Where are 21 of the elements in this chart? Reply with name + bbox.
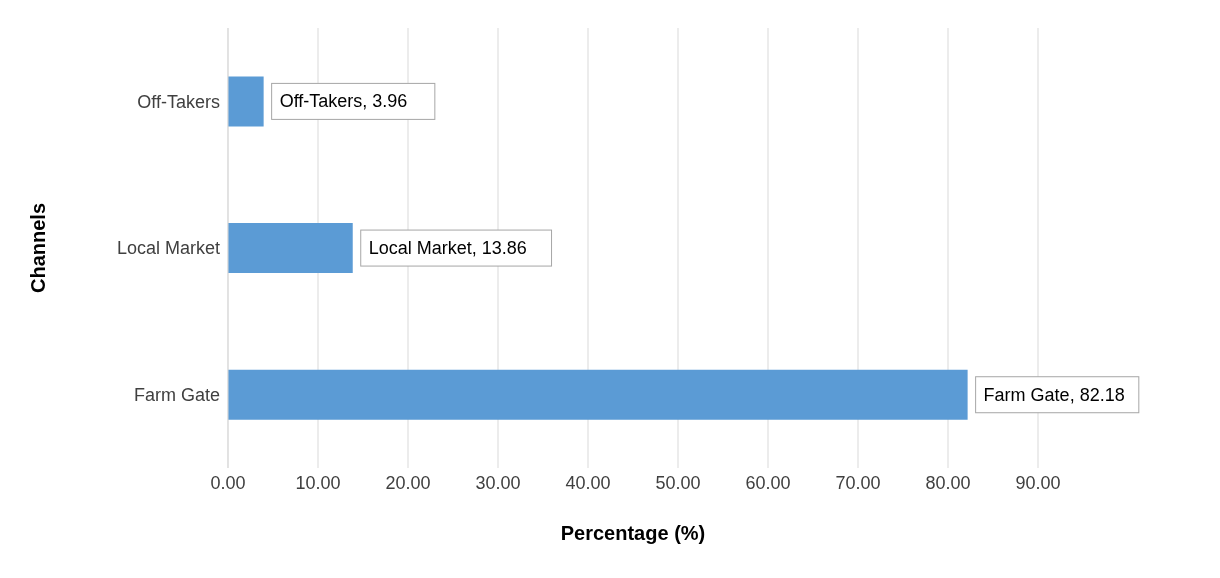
x-tick-label: 0.00 [210,472,246,493]
x-tick-label: 90.00 [1015,472,1061,493]
bar [228,76,264,127]
data-label: Off-Takers, 3.96 [279,91,408,112]
bar [228,223,353,274]
x-tick-label: 60.00 [745,472,791,493]
x-tick-label: 50.00 [655,472,701,493]
data-label: Farm Gate, 82.18 [983,384,1125,405]
x-tick-label: 80.00 [925,472,971,493]
bar [228,369,968,420]
x-axis-title: Percentage (%) [560,522,706,544]
x-tick-label: 70.00 [835,472,881,493]
y-tick-label: Off-Takers [137,91,220,112]
y-axis-title: Channels [27,202,50,294]
y-tick-label: Local Market [116,238,220,259]
x-tick-label: 40.00 [565,472,611,493]
x-tick-label: 20.00 [385,472,431,493]
data-label: Local Market, 13.86 [368,238,527,259]
y-tick-label: Farm Gate [133,385,220,406]
x-tick-label: 30.00 [475,472,521,493]
x-tick-label: 10.00 [295,472,341,493]
